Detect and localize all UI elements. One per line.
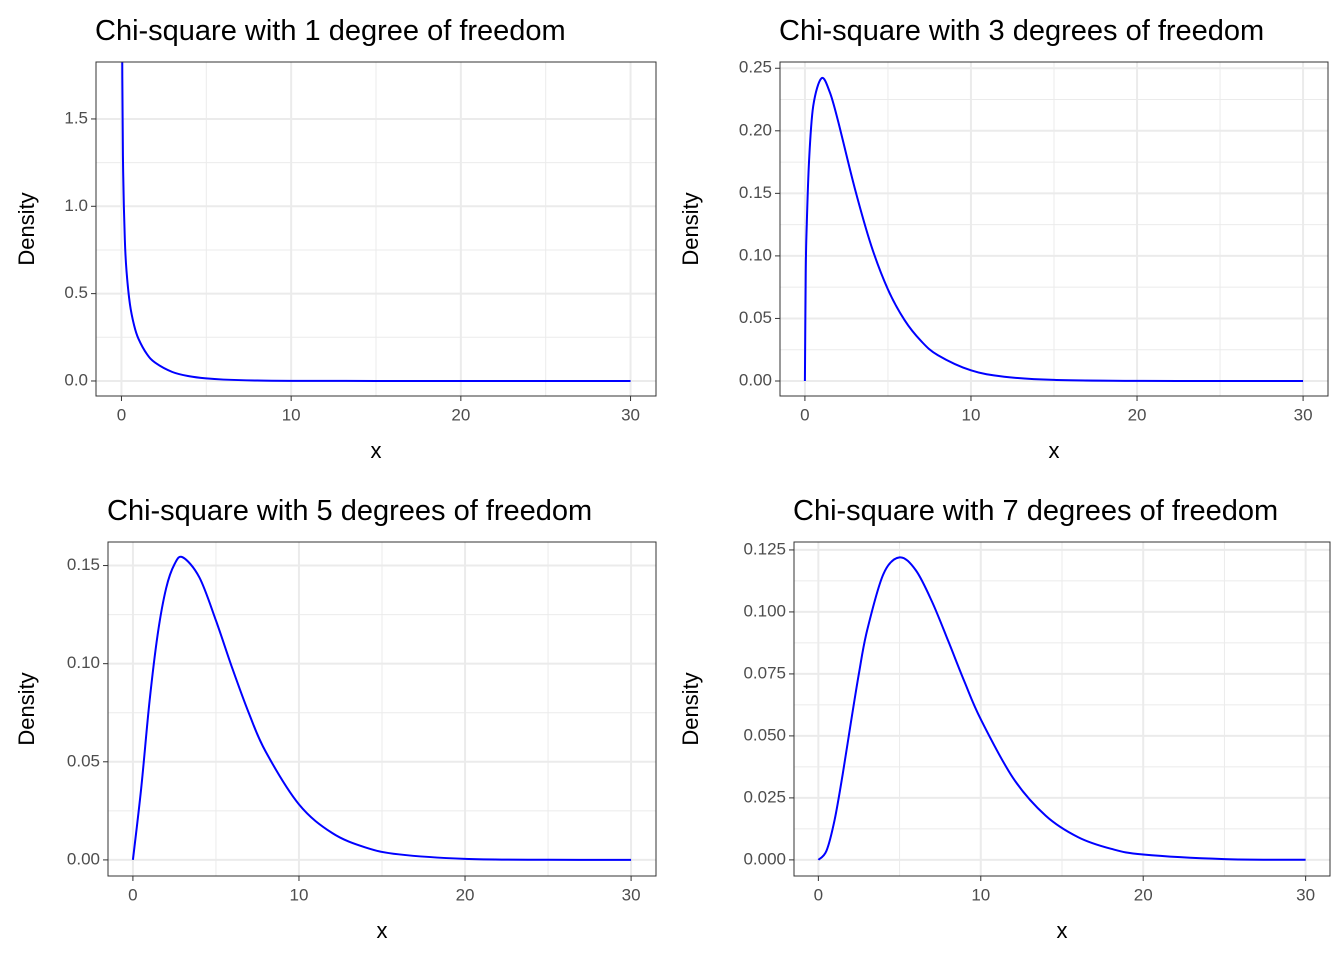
plot-border <box>779 61 1329 397</box>
y-tick-label: 0.00 <box>67 849 100 868</box>
x-axis-label: x <box>371 438 382 463</box>
plot-border <box>95 61 657 397</box>
x-axis-label: x <box>377 918 388 943</box>
density-line <box>817 556 1306 861</box>
x-tick-label: 0 <box>117 405 126 424</box>
x-tick-label: 0 <box>814 885 823 904</box>
x-tick-label: 10 <box>971 885 990 904</box>
x-tick-label: 30 <box>1294 405 1313 424</box>
x-axis-label: x <box>1057 918 1068 943</box>
plot-border <box>793 541 1331 877</box>
y-tick-label: 0.10 <box>739 245 772 264</box>
x-tick-label: 30 <box>1296 885 1315 904</box>
x-tick-label: 10 <box>282 405 301 424</box>
x-tick-label: 30 <box>621 405 640 424</box>
y-tick-label: 0.05 <box>67 751 100 770</box>
y-tick-label: 0.100 <box>743 601 786 620</box>
y-tick-label: 0.10 <box>67 653 100 672</box>
panel: Chi-square with 5 degrees of freedom 0 10 2… <box>14 495 657 943</box>
density-line <box>803 76 1304 382</box>
density-line <box>131 555 632 861</box>
y-tick-label: 1.5 <box>64 108 88 127</box>
y-tick-label: 0.15 <box>739 183 772 202</box>
y-tick-label: 0.5 <box>64 283 88 302</box>
x-tick-label: 0 <box>128 885 137 904</box>
x-tick-label: 0 <box>800 405 809 424</box>
x-tick-label: 20 <box>456 885 475 904</box>
y-axis-label: Density <box>14 672 39 745</box>
x-tick-label: 20 <box>1128 405 1147 424</box>
x-tick-label: 10 <box>962 405 981 424</box>
y-tick-label: 1.0 <box>64 196 88 215</box>
x-tick-label: 30 <box>622 885 641 904</box>
y-tick-label: 0.25 <box>739 58 772 77</box>
x-tick-label: 20 <box>1134 885 1153 904</box>
panel: Chi-square with 7 degrees of freedom 0 10 2… <box>678 495 1331 943</box>
y-tick-label: 0.15 <box>67 555 100 574</box>
y-tick-label: 0.05 <box>739 308 772 327</box>
x-axis-label: x <box>1049 438 1060 463</box>
y-tick-label: 0.000 <box>743 849 786 868</box>
chart-title: Chi-square with 5 degrees of freedom <box>107 495 592 527</box>
y-axis-label: Density <box>14 192 39 265</box>
chart-title: Chi-square with 1 degree of freedom <box>95 15 566 47</box>
y-tick-label: 0.00 <box>739 370 772 389</box>
y-tick-label: 0.0 <box>64 370 88 389</box>
y-tick-label: 0.075 <box>743 663 786 682</box>
y-axis-label: Density <box>678 192 703 265</box>
chart-title: Chi-square with 3 degrees of freedom <box>779 15 1264 47</box>
panel: Chi-square with 3 degrees of freedom 0 10 2… <box>678 15 1329 463</box>
y-axis-label: Density <box>678 672 703 745</box>
x-tick-label: 10 <box>290 885 309 904</box>
y-tick-label: 0.025 <box>743 787 786 806</box>
y-tick-label: 0.050 <box>743 725 786 744</box>
chart-title: Chi-square with 7 degrees of freedom <box>793 495 1278 527</box>
y-tick-label: 0.125 <box>743 539 786 558</box>
x-tick-label: 20 <box>451 405 470 424</box>
panel: Chi-square with 1 degree of freedom 0 10 20… <box>14 15 657 463</box>
density-line <box>121 62 631 382</box>
y-tick-label: 0.20 <box>739 120 772 139</box>
plot-border <box>107 541 657 877</box>
